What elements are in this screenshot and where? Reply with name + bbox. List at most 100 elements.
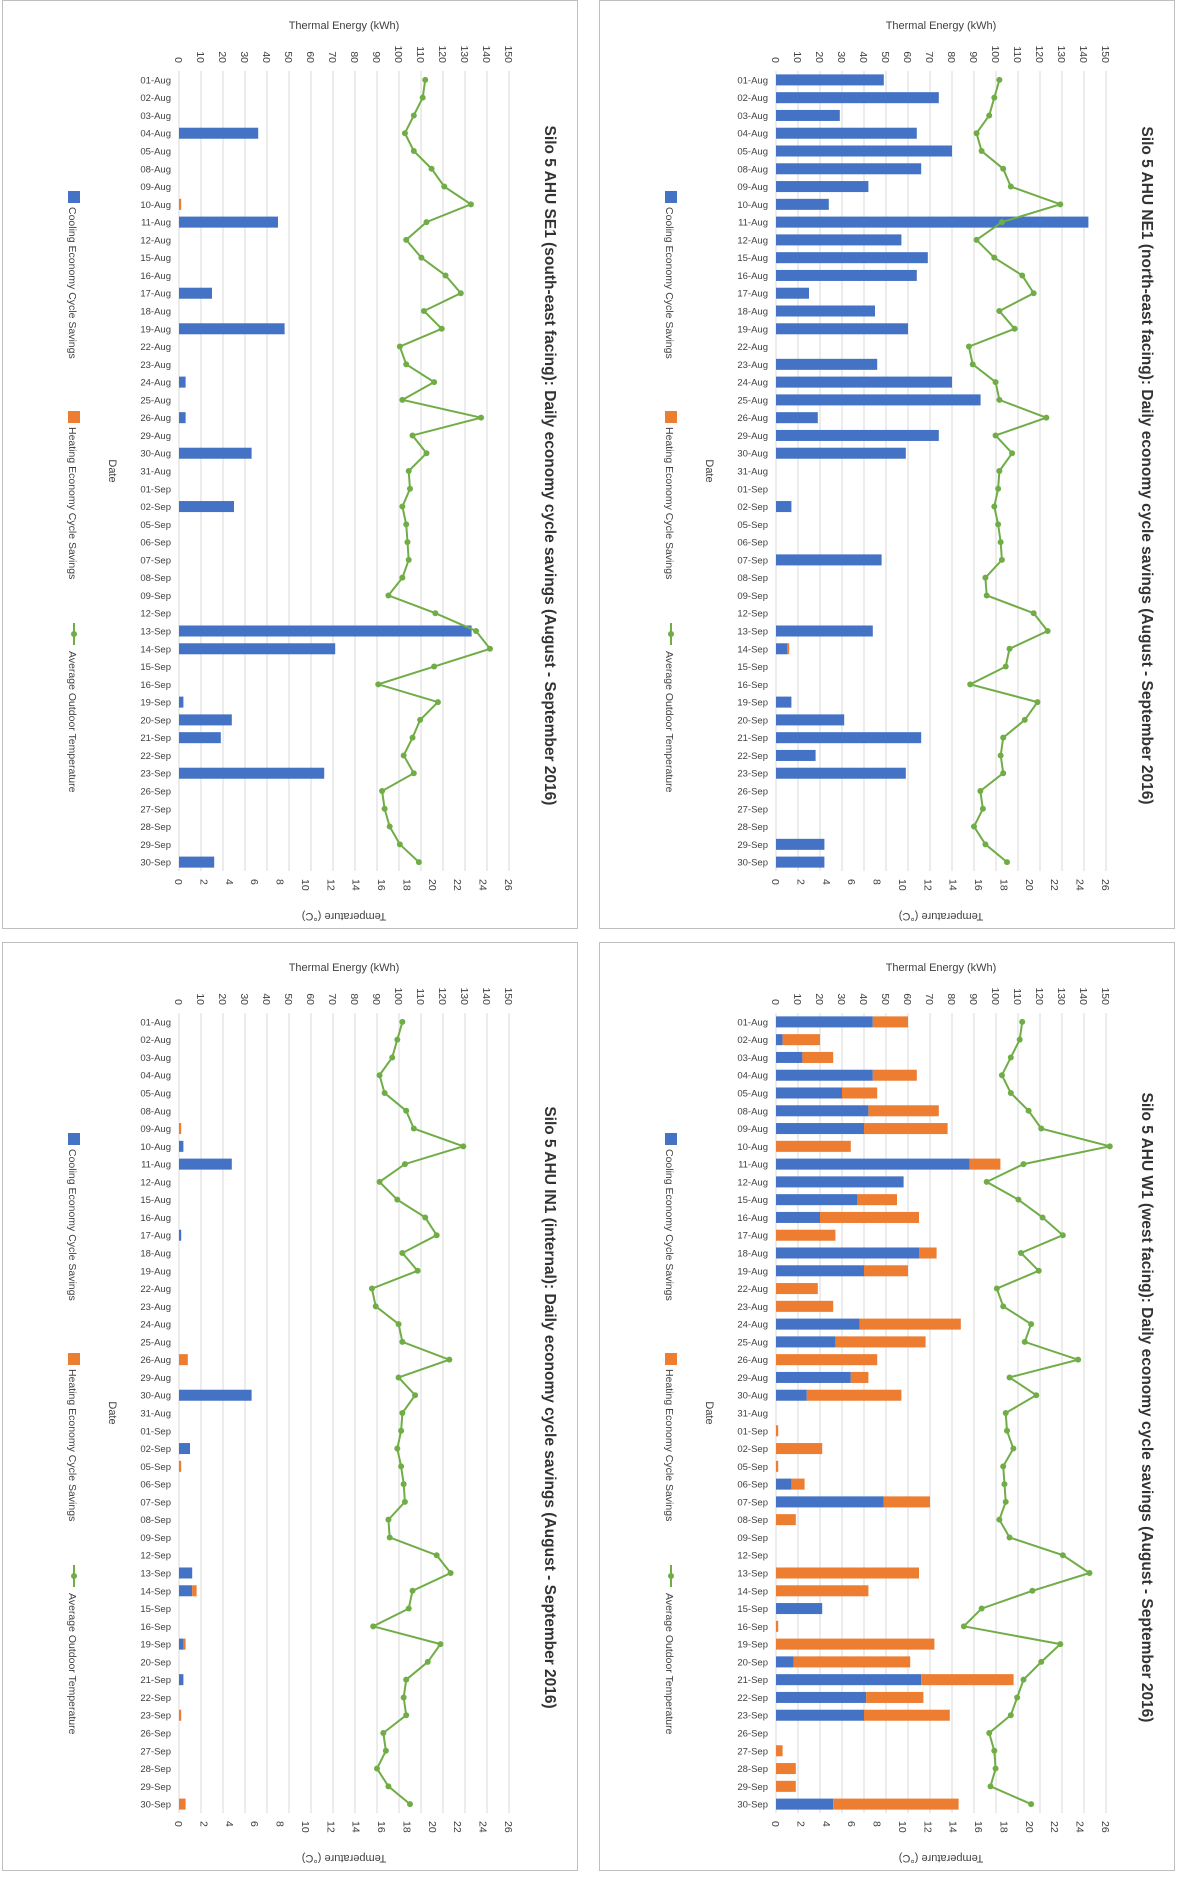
legend-swatch-heating xyxy=(665,411,677,423)
x-tick-label: 28-Sep xyxy=(140,1764,171,1775)
chart-title: Silo 5 AHU NE1 (north-east facing): Dail… xyxy=(1138,126,1155,804)
y-tick-label: 80 xyxy=(945,993,957,1005)
y-tick-label: 40 xyxy=(260,993,272,1005)
x-tick-label: 05-Aug xyxy=(737,1089,768,1100)
cooling-bar xyxy=(775,1496,884,1508)
x-tick-label: 15-Aug xyxy=(140,253,171,264)
temperature-point xyxy=(977,788,984,794)
x-tick-label: 09-Aug xyxy=(737,182,768,193)
y-tick-label: 70 xyxy=(326,993,338,1005)
x-tick-label: 07-Sep xyxy=(140,1497,171,1508)
temperature-point xyxy=(978,148,985,154)
legend-marker-temperature xyxy=(668,1573,674,1579)
x-tick-label: 26-Sep xyxy=(140,787,171,798)
temperature-point xyxy=(1086,1570,1093,1576)
x-tick-label: 08-Sep xyxy=(140,573,171,584)
x-tick-label: 09-Aug xyxy=(737,1124,768,1135)
cooling-bar xyxy=(179,376,186,388)
x-tick-label: 16-Sep xyxy=(737,680,768,691)
x-tick-label: 12-Aug xyxy=(140,235,171,246)
x-tick-label: 23-Aug xyxy=(737,360,768,371)
x-tick-label: 16-Aug xyxy=(140,271,171,282)
x-tick-label: 25-Aug xyxy=(140,1337,171,1348)
temperature-point xyxy=(1004,859,1010,866)
y2-tick-label: 26 xyxy=(1099,879,1111,891)
temperature-point xyxy=(412,1392,419,1399)
y-tick-label: 100 xyxy=(989,45,1001,63)
x-tick-label: 14-Sep xyxy=(737,1586,768,1597)
temperature-point xyxy=(979,805,986,812)
temperature-point xyxy=(1028,1801,1035,1808)
legend-label-heating: Heating Economy Cycle Savings xyxy=(66,427,78,579)
y-tick-label: 90 xyxy=(967,993,979,1005)
heating-bar xyxy=(864,1709,950,1721)
chart-panel-in1: Silo 5 AHU IN1 (internal): Daily economy… xyxy=(2,942,578,1871)
temperature-point xyxy=(998,556,1005,563)
x-tick-label: 06-Sep xyxy=(737,538,768,549)
cooling-bar xyxy=(776,305,875,317)
cooling-bar xyxy=(775,838,825,850)
x-tick-label: 29-Sep xyxy=(737,1782,768,1793)
heating-bar xyxy=(793,1656,911,1668)
temperature-point xyxy=(372,1303,379,1310)
temperature-point xyxy=(457,290,464,297)
x-tick-label: 08-Sep xyxy=(737,1515,768,1526)
y-tick-label: 110 xyxy=(414,988,426,1005)
temperature-point xyxy=(395,1321,402,1328)
heating-bar xyxy=(776,1620,779,1632)
cooling-bar xyxy=(776,358,878,370)
y2-tick-label: 18 xyxy=(997,879,1009,891)
legend-label-cooling: Cooling Economy Cycle Savings xyxy=(66,207,78,359)
x-tick-label: 12-Aug xyxy=(737,235,768,246)
legend-swatch-heating xyxy=(68,1353,80,1365)
x-tick-label: 30-Aug xyxy=(140,449,171,460)
temperature-point xyxy=(1000,1303,1007,1310)
x-tick-label: 19-Aug xyxy=(737,1266,768,1277)
x-tick-label: 16-Sep xyxy=(140,1622,171,1633)
temperature-point xyxy=(1075,1356,1082,1363)
temperature-point xyxy=(1030,290,1037,297)
cooling-bar xyxy=(775,1371,851,1383)
x-tick-label: 01-Aug xyxy=(140,75,171,86)
heating-bar xyxy=(775,1514,796,1526)
temperature-point xyxy=(1106,1143,1113,1150)
x-tick-label: 05-Sep xyxy=(140,1462,171,1473)
cooling-bar xyxy=(776,749,816,761)
y-tick-label: 120 xyxy=(436,45,448,63)
y-tick-label: 150 xyxy=(1099,987,1111,1005)
temperature-point xyxy=(1057,201,1064,208)
temperature-point xyxy=(403,1107,410,1114)
temperature-point xyxy=(1021,716,1028,723)
y2-tick-label: 14 xyxy=(350,1821,362,1833)
x-tick-label: 29-Sep xyxy=(737,840,768,851)
y2-tick-label: 10 xyxy=(896,879,908,891)
x-tick-label: 09-Sep xyxy=(140,591,171,602)
cooling-bar xyxy=(775,1051,803,1063)
temperature-point xyxy=(409,432,416,439)
y2-tick-label: 8 xyxy=(871,1821,883,1827)
cooling-bar xyxy=(775,625,873,637)
temperature-point xyxy=(376,1072,383,1079)
heating-bar xyxy=(183,1638,186,1650)
x-tick-label: 17-Aug xyxy=(737,289,768,300)
heating-bar xyxy=(178,1354,188,1366)
temperature-point xyxy=(410,148,417,154)
temperature-point xyxy=(374,1765,380,1772)
y2-tick-label: 14 xyxy=(947,879,959,891)
x-tick-label: 16-Aug xyxy=(140,1213,171,1224)
temperature-point xyxy=(405,1605,412,1612)
y2-tick-label: 0 xyxy=(172,879,184,885)
legend-label-temperature: Average Outdoor Temperature xyxy=(66,651,78,793)
y-tick-label: 100 xyxy=(989,987,1001,1005)
y-axis-title: Thermal Energy (kWh) xyxy=(886,20,997,32)
temperature-point xyxy=(983,592,990,599)
temperature-point xyxy=(995,521,1002,528)
heating-bar xyxy=(868,1105,939,1117)
y2-tick-label: 2 xyxy=(794,1821,806,1827)
cooling-bar xyxy=(775,109,840,121)
temperature-point xyxy=(983,1178,990,1185)
temperature-point xyxy=(1001,1481,1008,1488)
temperature-point xyxy=(1035,1267,1042,1274)
temperature-point xyxy=(419,94,426,101)
chart-rotated-group: Silo 5 AHU NE1 (north-east facing): Dail… xyxy=(663,20,1155,922)
